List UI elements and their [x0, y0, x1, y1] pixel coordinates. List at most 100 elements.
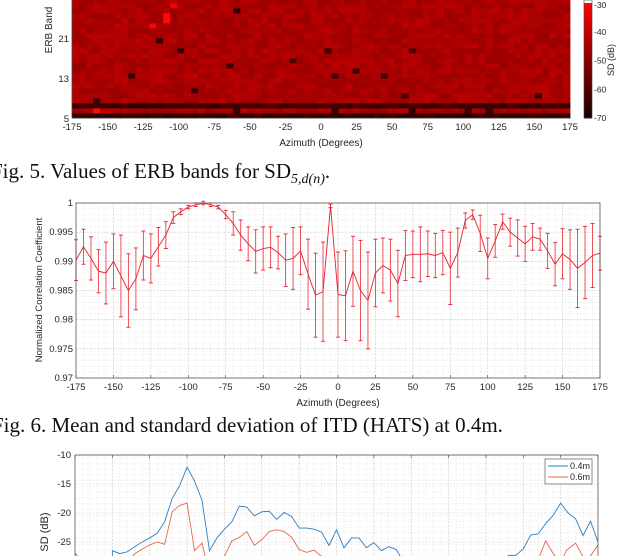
- heatmap-cell: [261, 63, 269, 69]
- heatmap-cell: [296, 108, 304, 114]
- heatmap-cell: [555, 48, 564, 54]
- heatmap-cell: [149, 93, 157, 99]
- heatmap-cell: [394, 33, 403, 39]
- heatmap-cell: [135, 43, 143, 49]
- heatmap-cell: [156, 63, 164, 69]
- heatmap-cell: [296, 53, 304, 59]
- heatmap-cell: [394, 113, 403, 119]
- heatmap-cell: [72, 78, 80, 84]
- heatmap-cell: [317, 68, 325, 74]
- heatmap-cell: [373, 28, 382, 34]
- heatmap-cell: [268, 48, 276, 54]
- heatmap-cell: [184, 53, 192, 59]
- heatmap-cell: [247, 113, 255, 119]
- heatmap-cell: [548, 93, 557, 99]
- heatmap-cell: [191, 83, 199, 89]
- heatmap-cell: [86, 3, 94, 9]
- heatmap-cell: [401, 18, 410, 24]
- heatmap-cell: [177, 13, 185, 19]
- heatmap-cell: [471, 113, 480, 119]
- heatmap-cell: [184, 93, 192, 99]
- heatmap-cell: [415, 0, 424, 4]
- heatmap-cell: [387, 8, 396, 14]
- heatmap-cell: [429, 103, 438, 109]
- heatmap-cell: [457, 63, 466, 69]
- heatmap-cell: [142, 28, 150, 34]
- colorbar-tick-label: -40: [594, 27, 607, 37]
- heatmap-cell: [436, 78, 445, 84]
- heatmap-cell: [198, 78, 206, 84]
- heatmap-cell: [457, 98, 466, 104]
- heatmap-cell: [184, 43, 192, 49]
- heatmap-cell: [513, 73, 522, 79]
- heatmap-cell: [541, 78, 550, 84]
- heatmap-cell: [86, 103, 94, 109]
- heatmap-cell: [240, 83, 248, 89]
- heatmap-cell: [289, 58, 297, 64]
- heatmap-cell: [177, 93, 185, 99]
- heatmap-cell: [436, 8, 445, 14]
- heatmap-cell: [373, 43, 382, 49]
- heatmap-cell: [233, 38, 241, 44]
- heatmap-cell: [275, 3, 283, 9]
- heatmap-cell: [513, 78, 522, 84]
- heatmap-cell: [380, 48, 389, 54]
- heatmap-cell: [219, 63, 227, 69]
- heatmap-cell: [254, 63, 262, 69]
- heatmap-cell: [464, 113, 473, 119]
- heatmap-cell: [415, 83, 424, 89]
- heatmap-cell: [310, 43, 318, 49]
- heatmap-cell: [114, 0, 122, 4]
- heatmap-cell: [520, 43, 529, 49]
- heatmap-cell: [93, 8, 101, 14]
- heatmap-cell: [408, 18, 417, 24]
- heatmap-cell: [254, 88, 262, 94]
- heatmap-cell: [261, 108, 269, 114]
- heatmap-cell: [534, 13, 543, 19]
- correlation-x-tick-label: 0: [335, 382, 340, 393]
- heatmap-cell: [471, 8, 480, 14]
- colorbar-segment: [584, 40, 592, 44]
- heatmap-cell: [107, 53, 115, 59]
- heatmap-cell: [422, 33, 431, 39]
- heatmap-cell: [401, 58, 410, 64]
- heatmap-cell: [121, 78, 129, 84]
- sd-ylabel: SD (dB): [39, 512, 51, 551]
- heatmap-cell: [324, 93, 332, 99]
- heatmap-cell: [464, 0, 473, 4]
- colorbar-segment: [584, 66, 592, 70]
- heatmap-cell: [184, 33, 192, 39]
- heatmap-cell: [541, 0, 550, 4]
- heatmap-cell: [303, 0, 311, 4]
- heatmap-cell: [443, 53, 452, 59]
- heatmap-cell: [527, 108, 536, 114]
- heatmap-cell: [233, 108, 241, 114]
- heatmap-cell: [485, 93, 494, 99]
- heatmap-cell: [240, 103, 248, 109]
- heatmap-cell: [100, 18, 108, 24]
- heatmap-cell: [415, 8, 424, 14]
- heatmap-cell: [492, 18, 501, 24]
- correlation-y-tick-label: 0.975: [49, 344, 73, 355]
- heatmap-cell: [212, 108, 220, 114]
- heatmap-cell: [352, 53, 360, 59]
- heatmap-cell: [387, 58, 396, 64]
- heatmap-cell: [261, 53, 269, 59]
- heatmap-cell: [149, 113, 157, 119]
- heatmap-cell: [464, 83, 473, 89]
- heatmap-cell: [506, 63, 515, 69]
- heatmap-cell: [527, 88, 536, 94]
- heatmap-cell: [170, 53, 178, 59]
- heatmap-cell: [429, 28, 438, 34]
- heatmap-cell: [184, 63, 192, 69]
- heatmap-cell: [254, 58, 262, 64]
- heatmap-cell: [485, 78, 494, 84]
- heatmap-cell: [366, 108, 375, 114]
- heatmap-cell: [219, 28, 227, 34]
- heatmap-cell: [380, 13, 389, 19]
- heatmap-cell: [289, 0, 297, 4]
- heatmap-cell: [338, 0, 346, 4]
- heatmap-cell: [352, 48, 360, 54]
- heatmap-cell: [366, 78, 375, 84]
- heatmap-cell: [317, 98, 325, 104]
